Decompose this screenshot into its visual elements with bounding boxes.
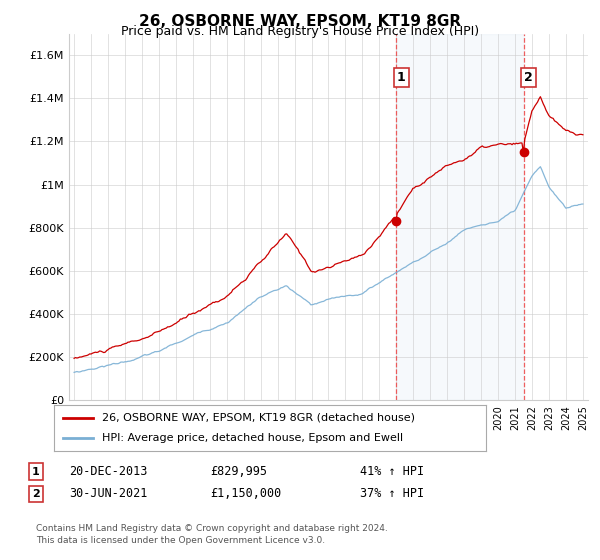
Text: 1: 1 — [32, 466, 40, 477]
Text: 30-JUN-2021: 30-JUN-2021 — [69, 487, 148, 501]
Text: HPI: Average price, detached house, Epsom and Ewell: HPI: Average price, detached house, Epso… — [101, 433, 403, 443]
Text: 1: 1 — [397, 71, 406, 84]
Text: 2: 2 — [524, 71, 533, 84]
Text: 2: 2 — [32, 489, 40, 499]
Text: This data is licensed under the Open Government Licence v3.0.: This data is licensed under the Open Gov… — [36, 536, 325, 545]
Text: £829,995: £829,995 — [210, 465, 267, 478]
Text: Price paid vs. HM Land Registry's House Price Index (HPI): Price paid vs. HM Land Registry's House … — [121, 25, 479, 38]
Text: £1,150,000: £1,150,000 — [210, 487, 281, 501]
Text: Contains HM Land Registry data © Crown copyright and database right 2024.: Contains HM Land Registry data © Crown c… — [36, 524, 388, 533]
Text: 37% ↑ HPI: 37% ↑ HPI — [360, 487, 424, 501]
Text: 41% ↑ HPI: 41% ↑ HPI — [360, 465, 424, 478]
Text: 26, OSBORNE WAY, EPSOM, KT19 8GR (detached house): 26, OSBORNE WAY, EPSOM, KT19 8GR (detach… — [101, 413, 415, 423]
Text: 20-DEC-2013: 20-DEC-2013 — [69, 465, 148, 478]
Text: 26, OSBORNE WAY, EPSOM, KT19 8GR: 26, OSBORNE WAY, EPSOM, KT19 8GR — [139, 14, 461, 29]
Bar — [396, 34, 524, 400]
